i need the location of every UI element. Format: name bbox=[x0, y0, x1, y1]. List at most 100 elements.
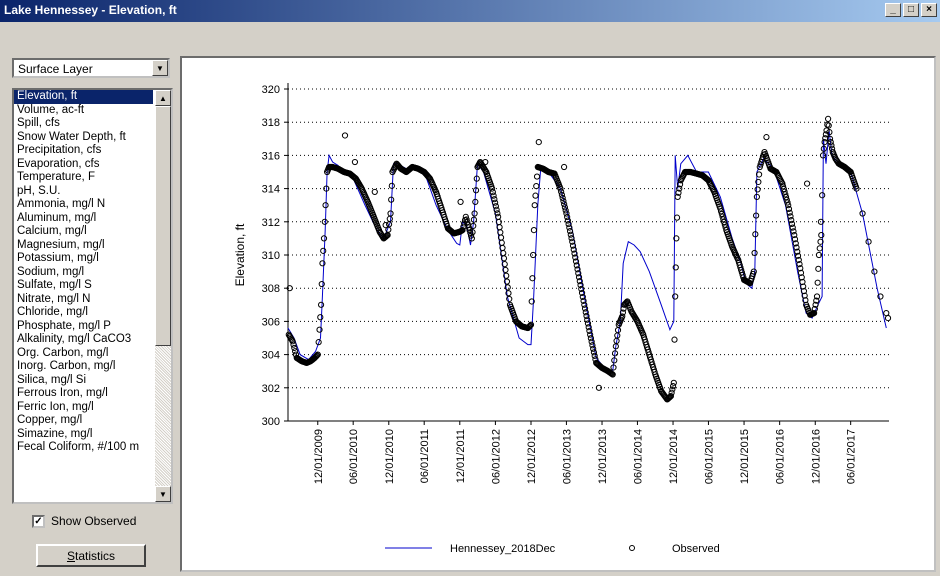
observed-point bbox=[470, 216, 478, 223]
observed-point bbox=[492, 203, 499, 210]
observed-point bbox=[589, 342, 596, 349]
checkmark-icon[interactable]: ✓ bbox=[32, 514, 45, 528]
list-item[interactable]: Alkalinity, mg/l CaCO3 bbox=[17, 333, 132, 345]
observed-point bbox=[317, 314, 324, 321]
observed-point bbox=[859, 210, 866, 217]
statistics-button[interactable]: Statistics bbox=[36, 544, 146, 567]
parameter-list-scrollbar[interactable]: ▲ ▼ bbox=[155, 90, 171, 502]
observed-point bbox=[564, 217, 571, 224]
list-item[interactable]: Silica, mg/l Si bbox=[17, 373, 87, 386]
y-tick-label: 318 bbox=[262, 117, 280, 129]
list-item[interactable]: Calcium, mg/l bbox=[17, 225, 87, 237]
observed-point bbox=[783, 196, 790, 203]
list-item[interactable]: Magnesium, mg/l bbox=[17, 238, 105, 251]
observed-point bbox=[671, 336, 678, 343]
observed-point bbox=[578, 285, 585, 293]
list-item[interactable]: Ferrous Iron, mg/l bbox=[17, 387, 108, 399]
y-tick-label: 300 bbox=[262, 416, 280, 428]
observed-point bbox=[470, 222, 477, 230]
list-item[interactable]: Potassium, mg/l bbox=[17, 252, 99, 264]
observed-point bbox=[386, 215, 393, 222]
list-item[interactable]: Spill, cfs bbox=[17, 117, 60, 129]
observed-point bbox=[794, 248, 801, 255]
observed-point bbox=[825, 122, 832, 129]
observed-point bbox=[787, 213, 794, 220]
observed-point bbox=[667, 393, 674, 400]
list-item[interactable]: Inorg. Carbon, mg/l bbox=[17, 360, 116, 372]
scroll-thumb[interactable] bbox=[155, 106, 171, 346]
observed-point bbox=[803, 180, 811, 187]
observed-point bbox=[595, 384, 603, 391]
observed-point bbox=[482, 158, 489, 166]
list-item[interactable]: Snow Water Depth, ft bbox=[17, 130, 126, 143]
list-item[interactable]: Copper, mg/l bbox=[17, 414, 83, 426]
observed-point bbox=[828, 142, 835, 149]
scroll-down-icon[interactable]: ▼ bbox=[155, 486, 171, 502]
observed-point bbox=[491, 196, 498, 203]
list-item[interactable]: Nitrate, mg/l N bbox=[17, 292, 91, 305]
observed-point bbox=[560, 163, 568, 171]
observed-point bbox=[318, 280, 325, 288]
list-item[interactable]: Ferric Ion, mg/l bbox=[17, 400, 94, 413]
observed-point bbox=[526, 323, 533, 330]
observed-point bbox=[503, 278, 511, 285]
legend-label-observed: Observed bbox=[672, 543, 720, 555]
list-item[interactable]: Ammonia, mg/l N bbox=[17, 198, 106, 210]
observed-point bbox=[611, 350, 619, 357]
list-item[interactable]: Phosphate, mg/l P bbox=[17, 319, 111, 332]
list-item[interactable]: Elevation, ft bbox=[14, 90, 153, 104]
title-bar: Lake Hennessey - Elevation, ft _ □ × bbox=[0, 0, 940, 22]
scroll-up-icon[interactable]: ▲ bbox=[155, 90, 171, 106]
x-tick-label: 06/01/2014 bbox=[632, 429, 644, 484]
maximize-button[interactable]: □ bbox=[903, 3, 919, 17]
observed-point bbox=[785, 202, 792, 209]
list-item[interactable]: Volume, ac-ft bbox=[17, 103, 85, 116]
close-button[interactable]: × bbox=[921, 3, 937, 17]
observed-point bbox=[753, 193, 760, 200]
observed-point bbox=[800, 283, 807, 290]
x-tick-label: 12/01/2013 bbox=[597, 429, 609, 484]
observed-point bbox=[533, 173, 541, 180]
y-tick-label: 310 bbox=[262, 250, 280, 262]
observed-point bbox=[779, 180, 786, 187]
minimize-button[interactable]: _ bbox=[885, 3, 901, 17]
list-item[interactable]: Fecal Coliform, #/100 m bbox=[17, 441, 140, 453]
observed-point bbox=[763, 134, 770, 141]
observed-point bbox=[826, 129, 833, 136]
observed-point bbox=[819, 192, 826, 199]
observed-point bbox=[563, 210, 570, 217]
list-item[interactable]: Precipitation, cfs bbox=[17, 144, 102, 156]
observed-point bbox=[457, 198, 464, 205]
x-tick-label: 12/01/2010 bbox=[384, 429, 396, 484]
observed-point bbox=[382, 222, 389, 229]
observed-point bbox=[292, 348, 299, 355]
observed-point bbox=[503, 272, 510, 279]
observed-point bbox=[672, 293, 679, 300]
observed-point bbox=[558, 188, 565, 195]
x-tick-label: 06/01/2012 bbox=[490, 429, 502, 484]
list-item[interactable]: Chloride, mg/l bbox=[17, 306, 88, 318]
observed-point bbox=[561, 201, 568, 208]
observed-point bbox=[459, 227, 466, 234]
list-item[interactable]: Temperature, F bbox=[17, 171, 95, 183]
parameter-list[interactable]: Elevation, ft Volume, ac-ft Spill, cfs Snow… bbox=[12, 88, 173, 504]
chart-panel: 300 302 304 306 308 310 312 314 316 318 320 12/01/2… bbox=[180, 56, 936, 572]
list-item[interactable]: Evaporation, cfs bbox=[17, 157, 100, 170]
observed-point bbox=[488, 185, 496, 192]
observed-point bbox=[676, 181, 684, 188]
list-item[interactable]: Sodium, mg/l bbox=[17, 265, 85, 278]
observed-point bbox=[581, 305, 589, 312]
layer-dropdown[interactable]: Surface Layer ▼ bbox=[12, 58, 170, 78]
list-item[interactable]: Simazine, mg/l bbox=[17, 427, 93, 440]
list-item[interactable]: Sulfate, mg/l S bbox=[17, 279, 92, 291]
list-item[interactable]: Aluminum, mg/l bbox=[17, 211, 97, 224]
observed-point bbox=[571, 250, 578, 257]
observed-point bbox=[801, 292, 808, 299]
chevron-down-icon[interactable]: ▼ bbox=[152, 60, 168, 76]
show-observed-checkbox[interactable]: ✓ Show Observed bbox=[32, 514, 136, 528]
observed-point bbox=[719, 213, 726, 220]
observed-point bbox=[853, 185, 860, 192]
list-item[interactable]: pH, S.U. bbox=[17, 184, 61, 197]
list-item[interactable]: Org. Carbon, mg/l bbox=[17, 346, 109, 359]
observed-point bbox=[590, 345, 597, 352]
